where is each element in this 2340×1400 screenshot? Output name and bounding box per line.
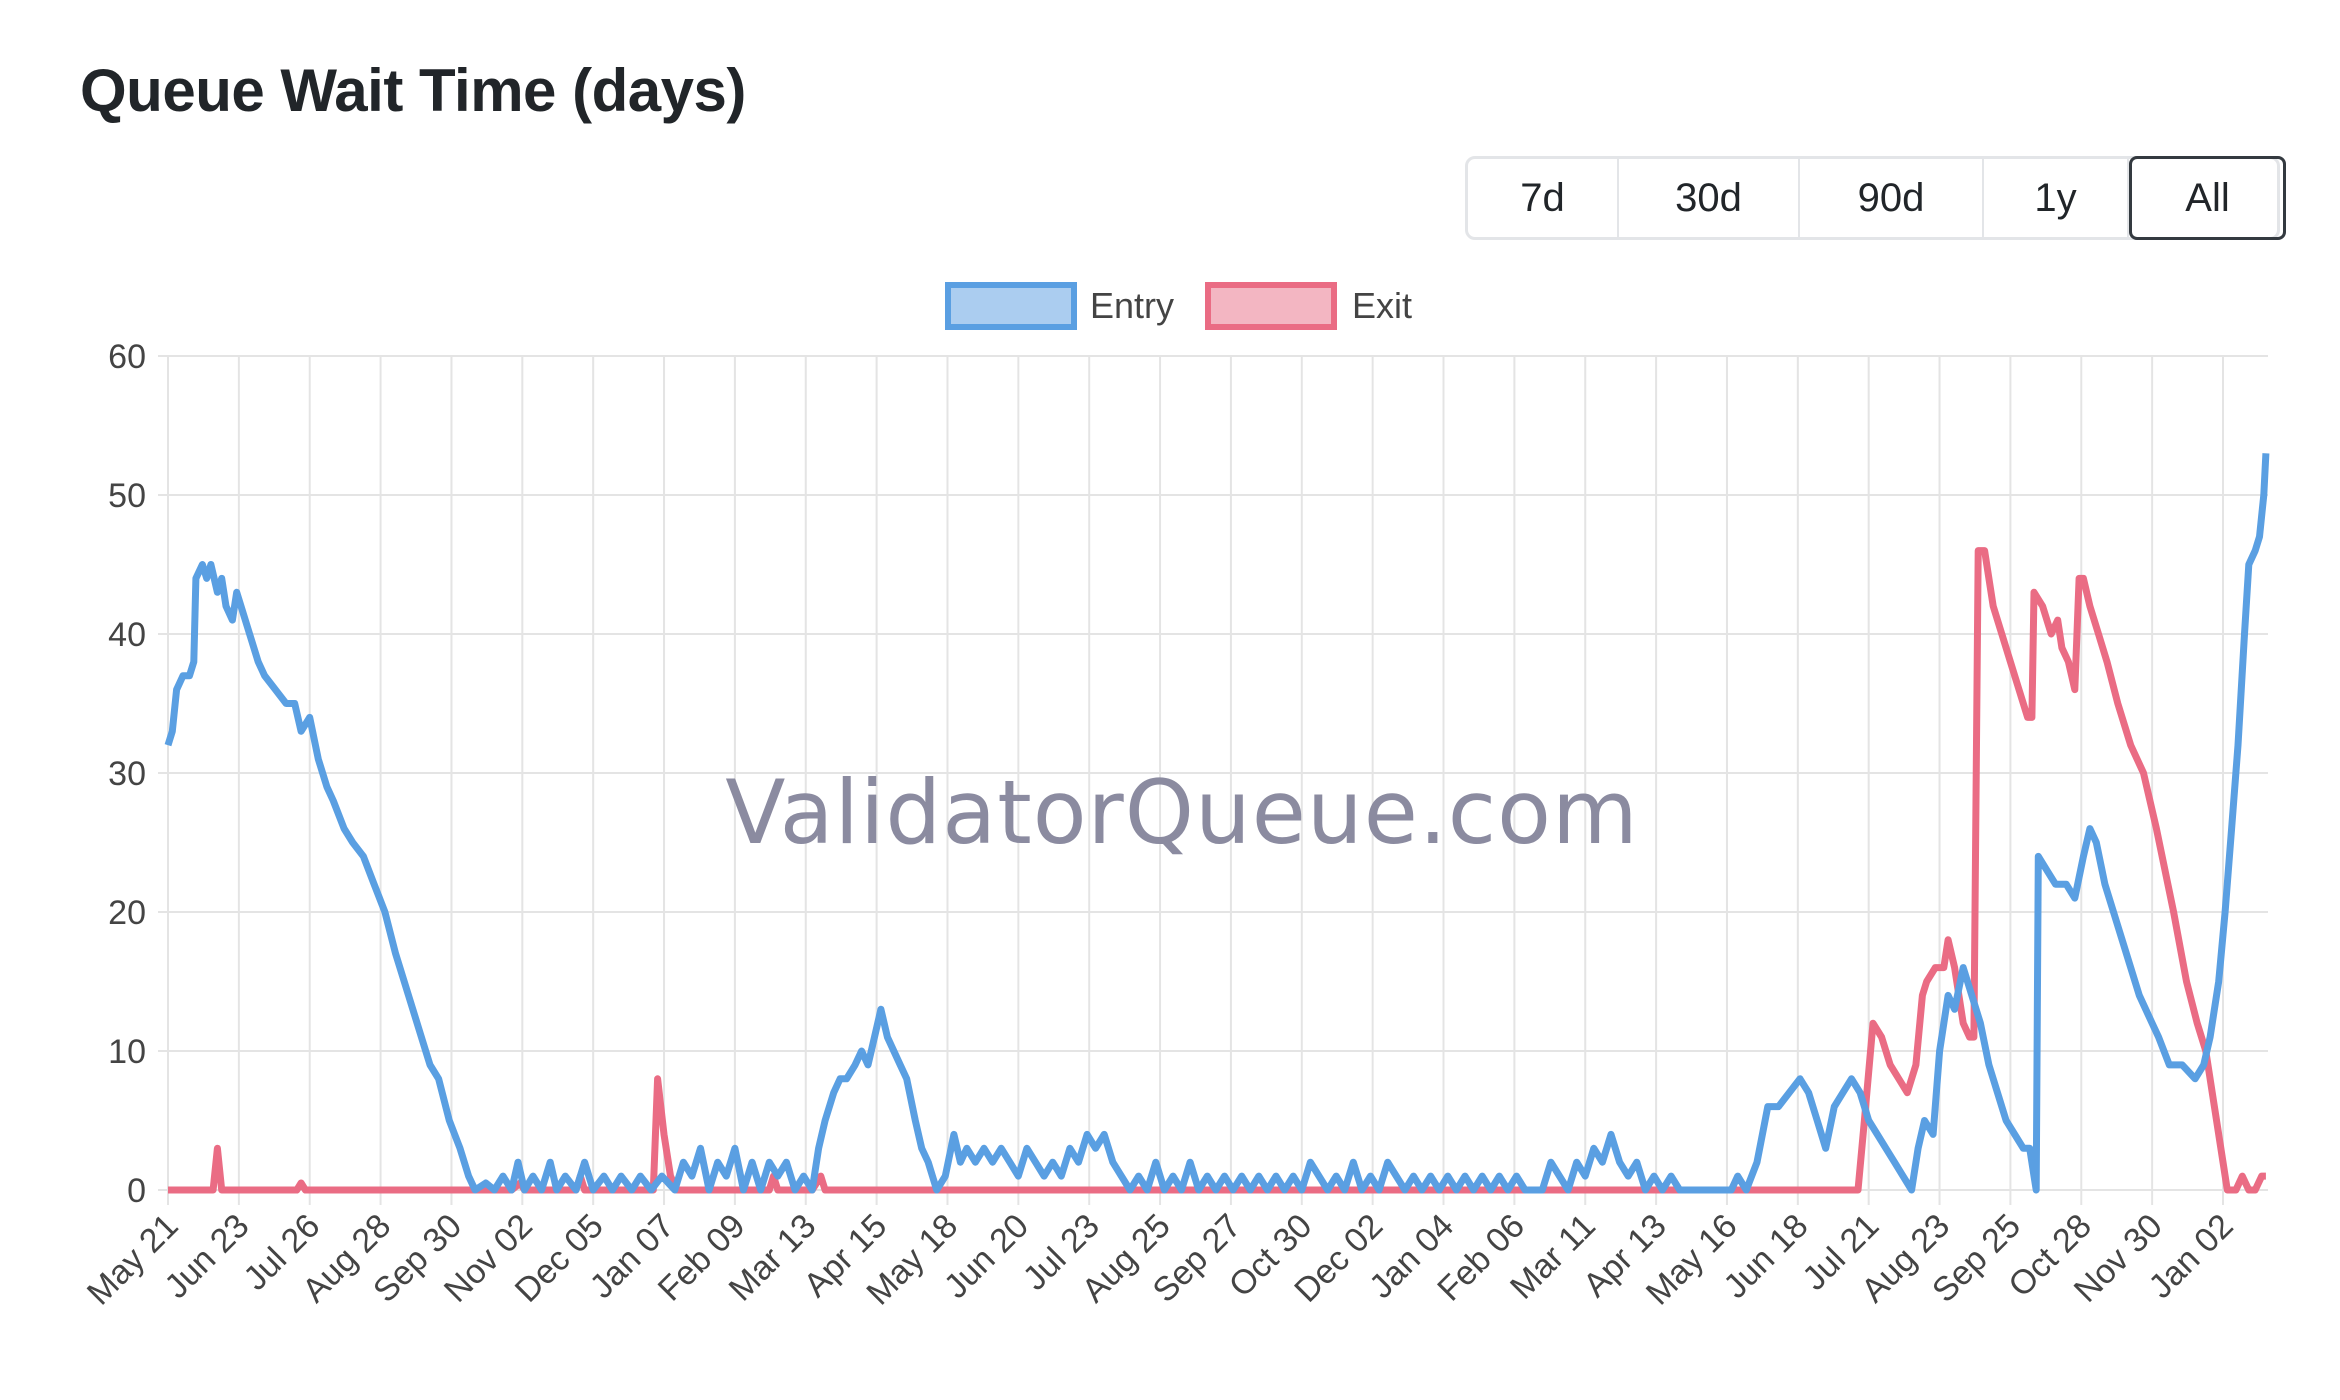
range-button-30d[interactable]: 30d (1619, 159, 1800, 237)
y-tick-label: 30 (108, 755, 146, 793)
legend-swatch-entry (945, 282, 1077, 330)
time-range-selector: 7d 30d 90d 1y All (1465, 156, 2286, 240)
legend-label-entry: Entry (1090, 285, 1174, 326)
legend: Entry Exit (945, 282, 1412, 330)
y-tick-label: 10 (108, 1033, 146, 1071)
series-lines (164, 453, 2270, 1194)
range-button-90d[interactable]: 90d (1800, 159, 1984, 237)
y-tick-label: 20 (108, 894, 146, 932)
legend-label-exit: Exit (1352, 285, 1412, 326)
series-line-exit (168, 547, 2266, 1194)
range-button-7d[interactable]: 7d (1468, 159, 1619, 237)
y-tick-label: 50 (108, 477, 146, 515)
range-button-1y[interactable]: 1y (1984, 159, 2129, 237)
series-line-entry (164, 453, 2270, 1194)
y-tick-label: 60 (108, 338, 146, 376)
legend-item-entry[interactable]: Entry (945, 282, 1174, 330)
legend-item-exit[interactable]: Exit (1205, 282, 1412, 330)
grid (158, 355, 2268, 1205)
y-tick-label: 0 (127, 1172, 146, 1210)
y-tick-label: 40 (108, 616, 146, 654)
y-axis: 0 10 20 30 40 50 60 (108, 338, 146, 1210)
range-button-all[interactable]: All (2129, 156, 2286, 240)
chart-title: Queue Wait Time (days) (80, 57, 746, 124)
x-tick-label: May 21 (80, 1207, 186, 1313)
legend-swatch-exit (1205, 282, 1337, 330)
watermark: ValidatorQueue.com (725, 761, 1639, 864)
